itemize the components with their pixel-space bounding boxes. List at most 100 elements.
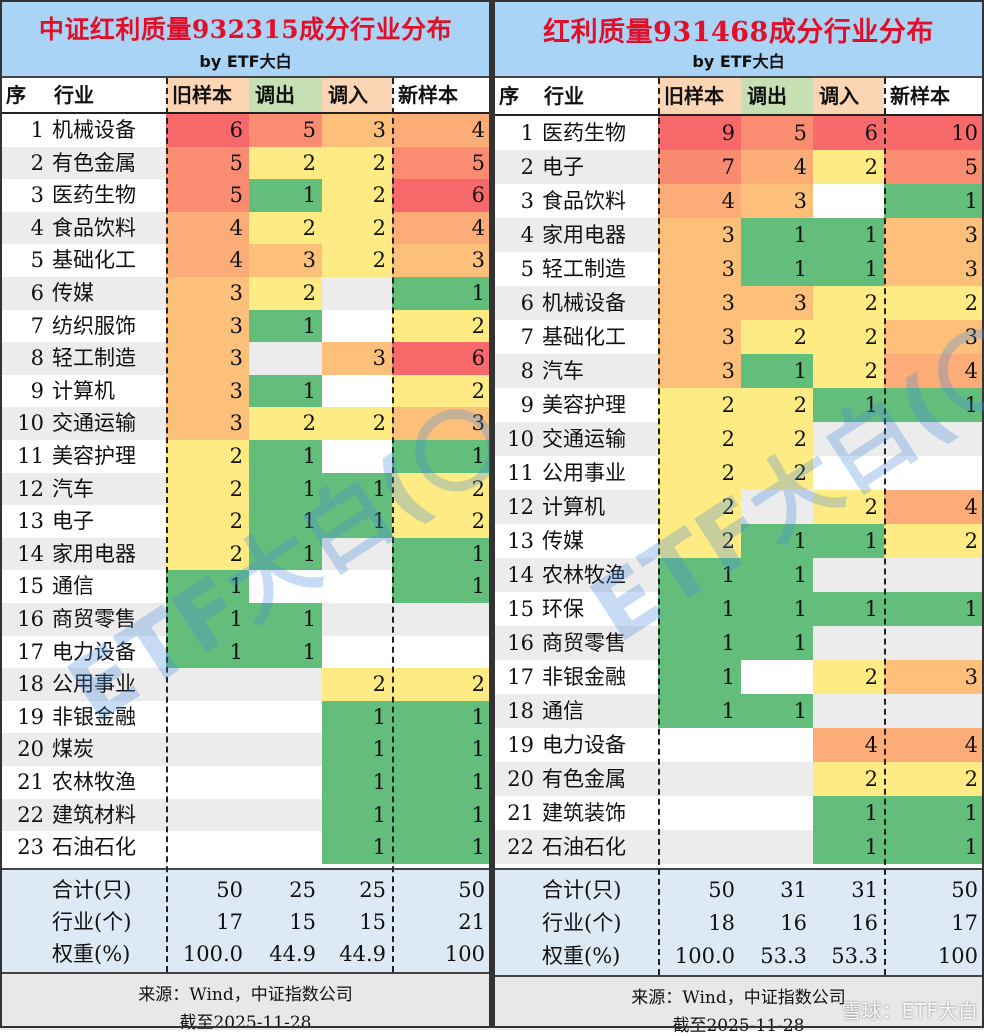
count-cell: 2: [392, 309, 491, 343]
count-cell: 2: [392, 374, 491, 408]
count-cell: [249, 570, 322, 603]
industry-name: 家用电器: [538, 218, 658, 252]
count-cell: [658, 728, 741, 762]
count-cell: 1: [884, 388, 984, 422]
table-row: 12 汽车 2 1 1 2: [0, 472, 491, 506]
count-cell: 3: [884, 660, 984, 694]
count-cell: [322, 570, 392, 603]
row-index: 4: [0, 211, 48, 245]
count-cell: [322, 440, 392, 473]
summary-label: 行业(个): [52, 909, 132, 934]
count-cell: [166, 668, 249, 701]
page-title: 红利质量931468成分行业分布: [543, 17, 934, 48]
count-cell: 1: [813, 524, 884, 558]
row-index: 17: [0, 635, 48, 669]
count-cell: [741, 796, 813, 830]
source-note: 来源：Wind，中证指数公司: [631, 988, 846, 1008]
industry-name: 传媒: [538, 524, 658, 558]
count-cell: 5: [166, 146, 249, 180]
count-cell: [322, 374, 392, 408]
header-cell: 行业: [538, 78, 658, 114]
count-cell: 2: [741, 456, 813, 490]
industry-name: 电力设备: [48, 635, 166, 669]
summary-label: 行业(个): [542, 911, 622, 935]
row-index: 19: [0, 700, 48, 734]
summary-value: 15: [289, 909, 316, 934]
count-cell: 1: [392, 700, 491, 734]
count-cell: 2: [249, 146, 322, 180]
table-row: 6 机械设备 3 3 2 2: [493, 286, 984, 320]
count-cell: 1: [249, 603, 322, 636]
row-index: 23: [0, 831, 48, 864]
count-cell: 2: [249, 277, 322, 310]
table-row: 3 食品饮料 4 3 1: [493, 184, 984, 218]
row-index: 22: [0, 798, 48, 832]
count-cell: [322, 537, 392, 571]
header-cell: 旧样本: [166, 78, 249, 112]
count-cell: 1: [741, 354, 813, 388]
count-cell: [658, 762, 741, 796]
industry-name: 机械设备: [538, 286, 658, 320]
industry-name: 商贸零售: [538, 626, 658, 660]
count-cell: 5: [392, 146, 491, 180]
count-cell: 1: [322, 798, 392, 832]
count-cell: 1: [658, 592, 741, 626]
source-footer: 来源：Wind，中证指数公司 截至2025-11-28: [493, 975, 984, 1036]
industry-name: 传媒: [48, 277, 166, 310]
summary-value: 15: [359, 909, 386, 934]
count-cell: 5: [249, 114, 322, 147]
table-header: 序行业 旧样本 调出 调入 新样本: [493, 78, 984, 114]
industry-name: 商贸零售: [48, 603, 166, 636]
count-cell: 1: [813, 218, 884, 252]
count-cell: 1: [658, 694, 741, 728]
count-cell: 1: [249, 635, 322, 669]
industry-name: 食品饮料: [538, 184, 658, 218]
table-row: 22 建筑材料 1 1: [0, 798, 491, 832]
row-index: 4: [493, 218, 538, 252]
count-cell: [658, 830, 741, 864]
title-banner: 红利质量931468成分行业分布 by ETF大白: [493, 0, 984, 78]
row-index: 21: [0, 766, 48, 799]
header-cell: 调入: [813, 78, 884, 114]
summary-value: 18: [708, 911, 735, 935]
table-row: 23 石油石化 1 1: [0, 831, 491, 864]
count-cell: 2: [658, 456, 741, 490]
count-cell: 2: [658, 422, 741, 456]
summary-label: 权重(%): [542, 944, 621, 968]
summary-label: 合计(只): [52, 877, 132, 902]
count-cell: 1: [392, 766, 491, 799]
panel-divider: [490, 0, 493, 1028]
row-index: 7: [493, 320, 538, 354]
count-cell: 2: [813, 660, 884, 694]
count-cell: 5: [884, 150, 984, 184]
industry-name: 石油石化: [48, 831, 166, 864]
table-row: 11 美容护理 2 1 1: [0, 440, 491, 473]
row-index: 13: [493, 524, 538, 558]
summary-value: 16: [851, 911, 878, 935]
header-cell: 调出: [741, 78, 813, 114]
count-cell: [166, 700, 249, 734]
count-cell: [884, 456, 984, 490]
count-cell: 1: [884, 830, 984, 864]
row-index: 1: [0, 114, 48, 147]
count-cell: 1: [813, 252, 884, 286]
count-cell: 2: [322, 179, 392, 212]
count-cell: 1: [392, 831, 491, 864]
source-footer: 来源：Wind，中证指数公司 截至2025-11-28: [0, 971, 491, 1033]
count-cell: 2: [813, 320, 884, 354]
summary-row: 行业(个) 18 16 16 17: [493, 907, 984, 940]
count-cell: 5: [166, 179, 249, 212]
count-cell: [813, 694, 884, 728]
header-cell: 序: [0, 78, 48, 112]
count-cell: 3: [166, 374, 249, 408]
page-title: 中证红利质量932315成分行业分布: [38, 15, 453, 44]
count-cell: [249, 668, 322, 701]
count-cell: 1: [322, 766, 392, 799]
header-cell: 行业: [48, 78, 166, 112]
summary-value: 25: [359, 877, 386, 902]
count-cell: 3: [322, 342, 392, 375]
count-cell: 3: [249, 244, 322, 277]
count-cell: 3: [884, 252, 984, 286]
summary-row: 权重(%) 100.0 44.9 44.9 100: [0, 938, 491, 970]
table-row: 4 食品饮料 4 2 2 4: [0, 211, 491, 245]
